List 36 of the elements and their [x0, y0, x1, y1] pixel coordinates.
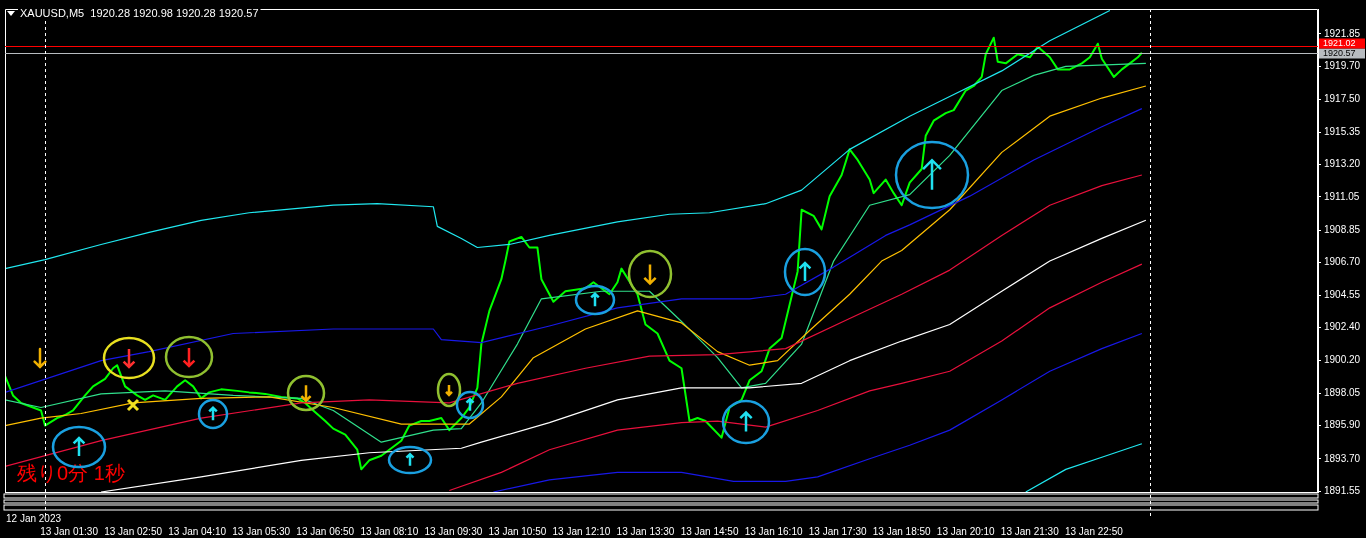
ref-line-label: 1920.57 — [1323, 48, 1356, 59]
x-tick-label: 13 Jan 05:30 — [232, 525, 291, 537]
y-tick-label: 1898.05 — [1324, 386, 1361, 398]
y-tick-label: 1900.20 — [1324, 354, 1361, 366]
y-tick-label: 1917.50 — [1324, 93, 1361, 105]
y-tick-label: 1893.70 — [1324, 452, 1361, 464]
x-tick-label: 13 Jan 01:30 — [40, 525, 99, 537]
y-tick-label: 1913.20 — [1324, 158, 1361, 170]
x-tick-label: 13 Jan 20:10 — [936, 525, 996, 537]
x-tick-label: 13 Jan 10:50 — [488, 525, 547, 537]
y-tick-label: 1906.70 — [1324, 256, 1361, 268]
x-tick-label: 13 Jan 17:30 — [808, 525, 867, 537]
y-tick-label: 1902.40 — [1324, 321, 1361, 333]
y-tick-label: 1904.55 — [1324, 288, 1361, 300]
y-tick-label: 1908.85 — [1324, 223, 1361, 235]
x-tick-label: 13 Jan 04:10 — [168, 525, 227, 537]
y-tick-label: 1919.70 — [1324, 60, 1361, 72]
x-tick-label: 13 Jan 12:10 — [552, 525, 611, 537]
x-tick-label: 13 Jan 08:10 — [360, 525, 419, 537]
x-tick-label: 13 Jan 16:10 — [744, 525, 803, 537]
x-tick-label: 13 Jan 02:50 — [104, 525, 163, 537]
x-tick-label: 13 Jan 06:50 — [296, 525, 355, 537]
y-tick-label: 1915.35 — [1324, 125, 1361, 137]
ref-line-label: 1921.02 — [1323, 38, 1356, 49]
x-tick-label: 13 Jan 18:50 — [872, 525, 932, 537]
x-tick-label: 13 Jan 22:50 — [1064, 525, 1124, 537]
x-tick-label: 13 Jan 14:50 — [680, 525, 739, 537]
text: 12 Jan 2023 — [6, 512, 62, 524]
y-tick-label: 1911.05 — [1324, 190, 1360, 202]
chart-title: XAUUSD,M5 1920.28 1920.98 1920.28 1920.57 — [20, 6, 259, 19]
x-tick-label: 13 Jan 13:30 — [616, 525, 675, 537]
y-tick-label: 1921.85 — [1324, 27, 1361, 39]
y-tick-label: 1895.90 — [1324, 419, 1361, 431]
x-tick-label: 13 Jan 09:30 — [424, 525, 483, 537]
x-tick-label: 13 Jan 21:30 — [1000, 525, 1060, 537]
y-tick-label: 1891.55 — [1324, 485, 1361, 496]
